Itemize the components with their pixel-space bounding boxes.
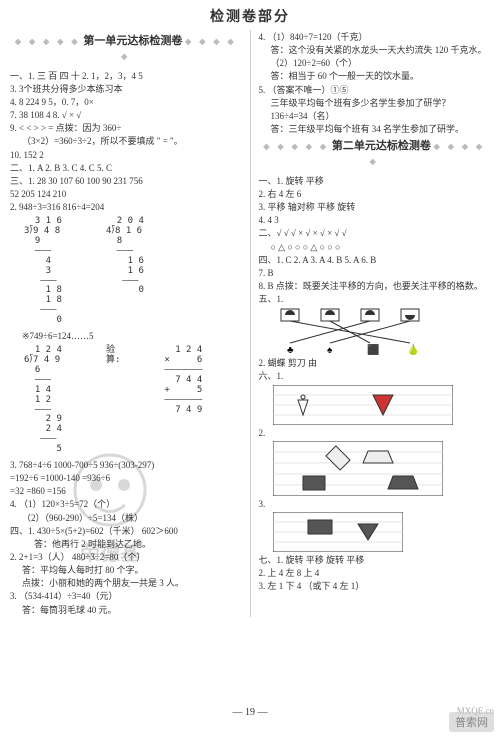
- u1-l5: 7. 38 108 4 8. √ × √: [10, 109, 242, 121]
- svg-text:⬛: ⬛: [367, 343, 379, 355]
- u1r-5a: 5. （答案不唯一）①⑤: [259, 84, 491, 96]
- u1-si-ans: 答：他再行 2 时能到达乙地。: [10, 538, 242, 550]
- fig-grid-1: [273, 385, 453, 425]
- u1r-5c: 136÷4=34（名）: [259, 110, 491, 122]
- u2-yi: 一、1. 旋转 平移: [259, 175, 491, 187]
- right-column: 4. （1）840÷7=120（千克） 答：这个没有关紧的水龙头一天大约流失 1…: [259, 30, 491, 617]
- u1-er: 二、1. A 2. B 3. C 4. C 5. C: [10, 162, 242, 174]
- u2-liu3: 3.: [259, 498, 491, 510]
- u1r-5b: 三年级平均每个班有多少名学生参加了研学？: [259, 97, 491, 109]
- u2-wu: 五、1.: [259, 293, 491, 305]
- u1-l2hdr: 2. 948÷3=316 816÷4=204: [10, 201, 242, 213]
- svg-text:♠: ♠: [327, 345, 333, 355]
- u1-l2a: 2. 2+1=3（人） 480÷3÷2=80（个）: [10, 551, 242, 563]
- calc-948: 3 1 6 3⟌9 4 8 9 ——— 4 3 ——— 1 8 1 8 ——— …: [24, 217, 62, 326]
- u1-l2b: 答：平均每人每时打 80 个字。: [10, 564, 242, 576]
- u2-l3: 3. 平移 轴对称 平移 旋转: [259, 201, 491, 213]
- u1-div2: ※749÷6=124……5: [10, 330, 242, 342]
- u2-l2: 2. 右 4 左 6: [259, 188, 491, 200]
- u1-yi: 一、1. 三 百 四 十 2. 1，2，3，4 5: [10, 70, 242, 82]
- u1-san: 三、1. 28 30 107 60 100 90 231 756: [10, 175, 242, 187]
- u1-l2c: 点拨：小丽和她的两个朋友一共是 3 人。: [10, 577, 242, 589]
- u1r-4c: （2）120÷2=60（个）: [259, 57, 491, 69]
- u1-l4a: 4. （1）120×3÷5=72（个）: [10, 498, 242, 510]
- u1-l3a: =192÷6 =1000-140 =936÷6: [10, 472, 242, 484]
- u1r-4b: 答：这个没有关紧的水龙头一天大约流失 120 千克水。: [259, 44, 491, 56]
- calc-row-1: 3 1 6 3⟌9 4 8 9 ——— 4 3 ——— 1 8 1 8 ——— …: [10, 214, 242, 329]
- u1-l10: 10. 152 2: [10, 149, 242, 161]
- u2-liu2: 2.: [259, 427, 491, 439]
- unit1-header: ◆ ◆ ◆ ◆ ◆ 第一单元达标检测卷 ◆ ◆ ◆ ◆ ◆: [10, 34, 242, 64]
- unit1-title: 第一单元达标检测卷: [83, 35, 182, 47]
- calc-row-2: 1 2 4 6⟌7 4 9 6 ——— 1 4 1 2 ——— 2 9 2 4 …: [10, 343, 242, 458]
- svg-text:♣: ♣: [287, 345, 294, 355]
- u1-l3ans: 答：每筒羽毛球 40 元。: [10, 604, 242, 616]
- fig-grid-2: [273, 441, 443, 496]
- content-columns: ◆ ◆ ◆ ◆ ◆ 第一单元达标检测卷 ◆ ◆ ◆ ◆ ◆ 一、1. 三 百 四…: [0, 30, 500, 617]
- watermark-main: 普索网: [449, 712, 494, 732]
- check-label: 验 算:: [106, 346, 120, 366]
- calc-check: 1 2 4 × 6 ——————— 7 4 4 + 5 ——————— 7 4 …: [164, 346, 202, 415]
- u2-si7: 7. B: [259, 267, 491, 279]
- u2-l4: 4. 4 3: [259, 214, 491, 226]
- u1r-4d: 答：相当于 60 个一般一天的饮水量。: [259, 70, 491, 82]
- u1-l4b: （2）（960-290）÷5=134（株）: [10, 512, 242, 524]
- u1r-4a: 4. （1）840÷7=120（千克）: [259, 31, 491, 43]
- u1-san2: 52 205 124 210: [10, 188, 242, 200]
- u1-l3: 3. 3个班共分得多少本练习本: [10, 83, 242, 95]
- svg-text:🍐: 🍐: [407, 343, 419, 355]
- u1-l3x: 3. （534-414）÷3=40（元）: [10, 590, 242, 602]
- u2-er2: ○ △ ○ ○ ○ △ ○ ○ ○: [259, 241, 491, 253]
- unit2-header: ◆ ◆ ◆ ◆ ◆ 第二单元达标检测卷 ◆ ◆ ◆ ◆ ◆: [259, 139, 491, 169]
- page-title: 检测卷部分: [0, 0, 500, 30]
- unit2-title: 第二单元达标检测卷: [332, 140, 431, 152]
- u2-qi3: 3. 左 1 下 4 （或下 4 左 1）: [259, 580, 491, 592]
- u1-l9b: （3×2）=360÷3÷2，所以不要填成 " = "。: [10, 135, 242, 147]
- left-column: ◆ ◆ ◆ ◆ ◆ 第一单元达标检测卷 ◆ ◆ ◆ ◆ ◆ 一、1. 三 百 四…: [10, 30, 242, 617]
- calc-749: 1 2 4 6⟌7 4 9 6 ——— 1 4 1 2 ——— 2 9 2 4 …: [24, 346, 62, 455]
- u1-l4: 4. 8 224 9 5，0. 7，0×: [10, 96, 242, 108]
- fig-grid-3: [273, 512, 403, 552]
- u2-si: 四、1. C 2. A 3. A 4. B 5. A 6. B: [259, 254, 491, 266]
- u2-qi: 七、1. 旋转 平移 旋转 平移: [259, 554, 491, 566]
- u1r-5d: 答：三年级平均每个班有 34 名学生参加了研学。: [259, 123, 491, 135]
- u1-si: 四、1. 430÷5×(5+2)=602（千米） 602＞600: [10, 525, 242, 537]
- fig-matching: ♣ ♠ ⬛ 🍐: [273, 307, 433, 355]
- u2-er: 二、√ √ √ × √ × √ × √ √: [259, 227, 491, 239]
- u2-wu2: 2. 蝴蝶 剪刀 由: [259, 357, 491, 369]
- diamond-left2: ◆ ◆ ◆ ◆ ◆: [263, 142, 329, 151]
- diamond-left: ◆ ◆ ◆ ◆ ◆: [15, 37, 81, 46]
- u1-l9a: 9. < < > > = 点拨：因为 360÷: [10, 122, 242, 134]
- u2-qi2: 2. 上 4 左 8 上 4: [259, 567, 491, 579]
- u2-l8: 8. B 点拨：既要关注平移的方向，也要关注平移的格数。: [259, 280, 491, 292]
- u2-liu: 六、1.: [259, 370, 491, 382]
- u1-l3b: =32 =860 =156: [10, 485, 242, 497]
- u1-l3hdr: 3. 768÷4÷6 1000-700÷5 936÷(303-297): [10, 459, 242, 471]
- column-divider: [250, 30, 251, 617]
- page-number: — 19 —: [0, 707, 500, 718]
- calc-816: 2 0 4 4⟌8 1 6 8 ——— 1 6 1 6 ——— 0: [106, 217, 144, 296]
